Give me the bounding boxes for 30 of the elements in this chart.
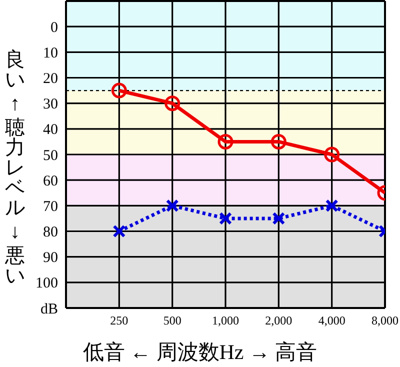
point: [324, 146, 340, 162]
point: [112, 224, 126, 238]
point: [325, 199, 338, 212]
point: [219, 212, 232, 225]
y-tick-label: 20: [43, 71, 58, 88]
point: [111, 82, 127, 98]
y-tick-label: 40: [43, 122, 58, 138]
y-tick-label: 30: [43, 96, 58, 113]
y-tick-label: 100: [36, 276, 58, 292]
y-tick-label: 70: [43, 198, 58, 215]
point: [272, 212, 286, 225]
x-tick-label: 500: [163, 314, 182, 328]
y-tick-label: 80: [43, 224, 58, 241]
point: [166, 199, 179, 212]
point: [270, 134, 286, 150]
x-axis-title: 低音 ← 周波数Hz → 高音: [82, 339, 318, 366]
text: 良い ↑ 聴力レベル ↓ 悪い: [5, 49, 25, 287]
y-tick-label: 0: [50, 20, 58, 36]
point: [164, 96, 180, 112]
x-tick-label: 1,000: [212, 314, 239, 328]
x-tick-label: 8,000: [372, 314, 398, 328]
y-tick-label: 90: [43, 250, 58, 266]
y-tick-label: 60: [43, 173, 58, 190]
x-tick-label: 250: [110, 314, 128, 328]
x-tick-label: 2,000: [265, 314, 292, 328]
x-tick-label: 4,000: [318, 314, 346, 328]
y-tick-label: 50: [43, 148, 58, 164]
point: [218, 134, 234, 150]
y-tick-label: 10: [43, 45, 58, 62]
y-tick-label: dB: [40, 301, 58, 318]
